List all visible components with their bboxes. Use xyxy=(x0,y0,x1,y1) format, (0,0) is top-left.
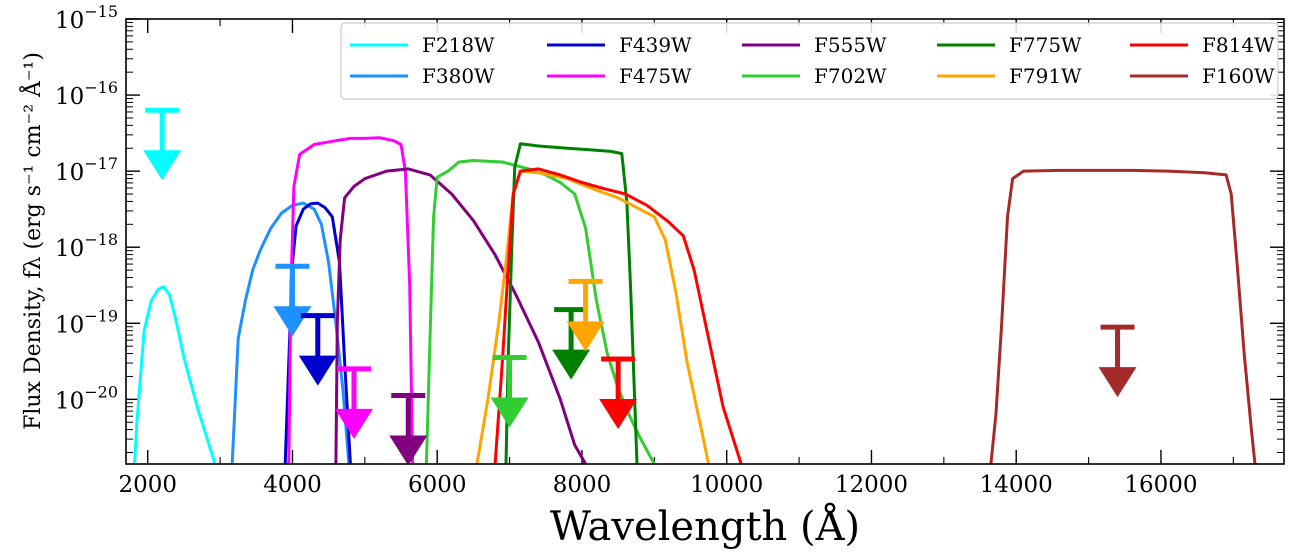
y-tick-label: 10−19 xyxy=(55,306,118,338)
y-tick-label: 10−17 xyxy=(55,154,118,186)
legend-label: F439W xyxy=(619,33,692,57)
legend-entry-f555w: F555W xyxy=(742,33,887,57)
legend-entry-f439w: F439W xyxy=(547,33,692,57)
x-tick-label: 4000 xyxy=(263,472,322,498)
series-line-f791w xyxy=(475,169,711,464)
legend-label: F775W xyxy=(1009,33,1082,57)
series-line-f555w xyxy=(334,167,587,464)
legend-entry-f814w: F814W xyxy=(1130,33,1275,57)
upper-limit-f439w xyxy=(298,313,337,386)
upper-limit-f814w xyxy=(599,356,638,430)
legend-entry-f791w: F791W xyxy=(937,64,1082,88)
legend-entry-f160w: F160W xyxy=(1130,64,1275,88)
upper-limit-f702w xyxy=(490,355,529,428)
y-tick-labels: 10−20 10−19 10−18 10−17 10−16 10−15 xyxy=(55,2,118,414)
upper-limit-f475w xyxy=(334,366,373,439)
legend-entry-f218w: F218W xyxy=(350,33,495,57)
series-line-f218w xyxy=(133,285,217,464)
legend-entry-f475w: F475W xyxy=(547,64,692,88)
x-axis-label: Wavelength (Å) xyxy=(550,503,860,550)
x-tick-label: 12000 xyxy=(835,472,908,498)
bandpass-curves xyxy=(133,136,1257,464)
upper-limit-markers xyxy=(143,107,1137,464)
legend-label: F702W xyxy=(814,64,887,88)
upper-limit-f218w xyxy=(143,107,182,181)
legend-entry-f775w: F775W xyxy=(937,33,1082,57)
legend-label: F160W xyxy=(1202,64,1275,88)
x-tick-label: 16000 xyxy=(1124,472,1197,498)
series-line-f160w xyxy=(989,168,1257,464)
y-tick-label: 10−16 xyxy=(55,78,118,110)
legend-label: F475W xyxy=(619,64,692,88)
legend-box xyxy=(340,22,1279,100)
legend-label: F380W xyxy=(422,64,495,88)
y-tick-label: 10−15 xyxy=(55,2,118,34)
legend: F218W F380W F439W F475W F555W F702W F775W F791W… xyxy=(340,22,1279,100)
legend-label: F218W xyxy=(422,33,495,57)
legend-label: F814W xyxy=(1202,33,1275,57)
legend-entry-f380w: F380W xyxy=(350,64,495,88)
x-tick-labels: 2000 4000 6000 8000 10000 12000 14000 16000 xyxy=(118,472,1197,498)
upper-limit-f775w xyxy=(552,307,591,380)
x-tick-label: 2000 xyxy=(118,472,177,498)
series-line-f775w xyxy=(504,142,639,464)
upper-limit-f791w xyxy=(566,278,605,352)
plot-frame xyxy=(125,18,1285,465)
x-tick-label: 14000 xyxy=(980,472,1053,498)
legend-label: F791W xyxy=(1009,64,1082,88)
upper-limit-f555w xyxy=(389,393,428,464)
y-tick-label: 10−20 xyxy=(55,382,118,414)
upper-limit-f380w xyxy=(273,263,312,337)
y-tick-label: 10−18 xyxy=(55,230,118,262)
x-tick-label: 10000 xyxy=(690,472,763,498)
series-line-f475w xyxy=(287,136,415,464)
y-axis-label: Flux Density, fλ (erg s⁻¹ cm⁻² Å⁻¹) xyxy=(18,52,46,430)
series-line-f814w xyxy=(493,167,743,464)
legend-entry-f702w: F702W xyxy=(742,64,887,88)
upper-limit-f160w xyxy=(1098,324,1137,398)
x-tick-label: 8000 xyxy=(553,472,612,498)
x-tick-label: 6000 xyxy=(408,472,467,498)
legend-label: F555W xyxy=(814,33,887,57)
